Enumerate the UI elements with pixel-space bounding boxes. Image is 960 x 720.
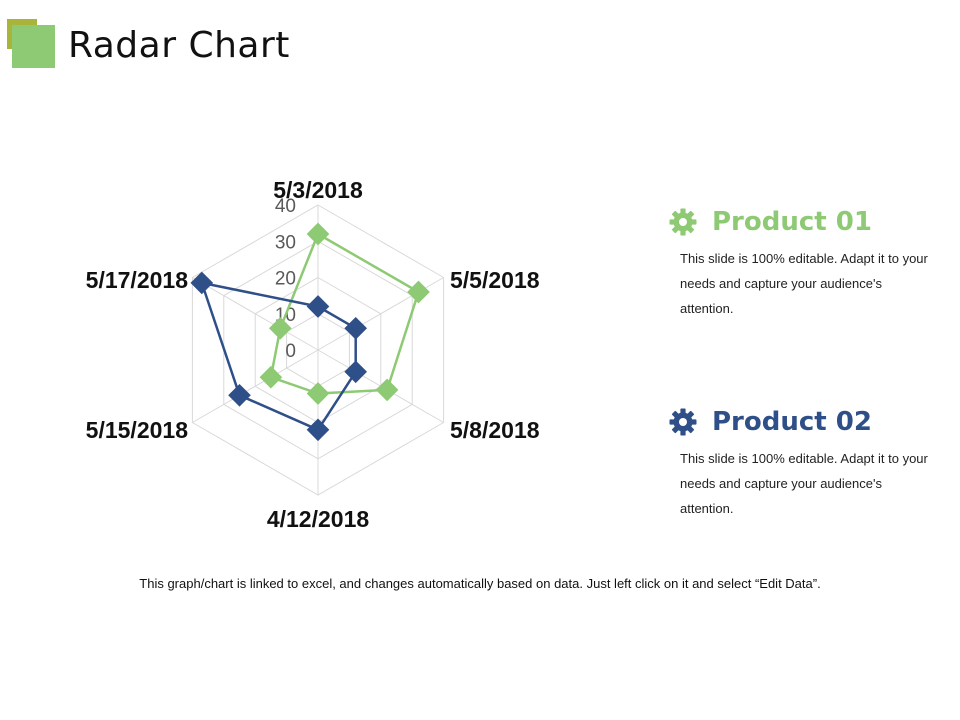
radar-series-2 xyxy=(190,271,368,442)
radar-category-label: 5/8/2018 xyxy=(450,417,540,443)
radar-point xyxy=(306,418,330,442)
legend-product-01: Product 01 This slide is 100% editable. … xyxy=(668,204,938,321)
legend-product-01-header: Product 01 xyxy=(668,204,938,240)
title-decoration xyxy=(7,19,55,68)
radar-category-label: 5/15/2018 xyxy=(86,417,189,443)
radar-tick-label: 0 xyxy=(285,341,296,362)
gear-hole xyxy=(679,418,687,426)
radar-category-labels: 5/3/2018 5/5/2018 5/8/2018 4/12/2018 5/15/20… xyxy=(86,177,540,532)
radar-spoke xyxy=(192,277,319,351)
radar-category-label: 4/12/2018 xyxy=(267,506,370,532)
gear-icon xyxy=(669,408,697,436)
page-title: Radar Chart xyxy=(68,25,290,66)
radar-point xyxy=(190,271,214,295)
footer-note: This graph/chart is linked to excel, and… xyxy=(139,576,821,591)
radar-category-label: 5/17/2018 xyxy=(86,267,189,293)
radar-tick-label: 40 xyxy=(275,196,296,217)
radar-point xyxy=(344,316,368,340)
legend-product-01-title: Product 01 xyxy=(712,207,872,237)
gear-hole xyxy=(679,218,687,226)
radar-point xyxy=(268,316,292,340)
gear-icon xyxy=(669,208,697,236)
radar-category-label: 5/3/2018 xyxy=(273,177,363,203)
radar-series-1 xyxy=(259,222,430,405)
radar-point xyxy=(306,295,330,318)
radar-point xyxy=(306,222,330,246)
radar-point xyxy=(259,365,283,389)
legend-product-02-description: This slide is 100% editable. Adapt it to… xyxy=(680,451,928,516)
title-deco-front-square xyxy=(12,25,55,68)
radar-point xyxy=(407,280,430,304)
radar-point xyxy=(344,360,368,384)
radar-point xyxy=(228,383,251,407)
legend-product-02-title: Product 02 xyxy=(712,407,872,437)
legend-product-02: Product 02 This slide is 100% editable. … xyxy=(668,404,938,521)
radar-spoke xyxy=(192,349,319,423)
legend-product-02-header: Product 02 xyxy=(668,404,938,440)
radar-tick-label: 30 xyxy=(275,232,296,253)
legend-product-01-description: This slide is 100% editable. Adapt it to… xyxy=(680,251,928,316)
radar-point xyxy=(375,378,399,402)
radar-category-label: 5/5/2018 xyxy=(450,267,540,293)
radar-tick-label: 20 xyxy=(275,269,296,290)
radar-series xyxy=(190,222,430,442)
radar-point xyxy=(306,382,330,405)
radar-grid xyxy=(191,204,445,496)
